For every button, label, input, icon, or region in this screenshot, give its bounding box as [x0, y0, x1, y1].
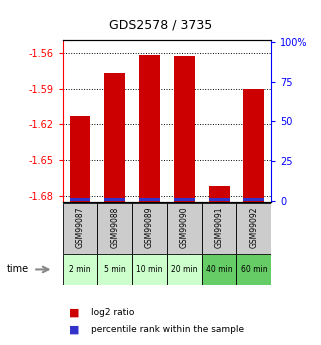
- Bar: [70, 198, 91, 200]
- Bar: [243, 89, 264, 202]
- Text: GSM99088: GSM99088: [110, 207, 119, 248]
- Text: 5 min: 5 min: [104, 265, 126, 274]
- Bar: [174, 56, 195, 202]
- Text: 2 min: 2 min: [69, 265, 91, 274]
- Bar: [209, 186, 230, 202]
- Bar: [243, 198, 264, 200]
- Bar: [139, 55, 160, 202]
- Text: GSM99091: GSM99091: [214, 207, 224, 248]
- Bar: [132, 203, 167, 254]
- Text: 10 min: 10 min: [136, 265, 163, 274]
- Bar: [63, 203, 97, 254]
- Bar: [202, 203, 237, 254]
- Text: percentile rank within the sample: percentile rank within the sample: [91, 325, 245, 334]
- Text: GSM99090: GSM99090: [180, 207, 189, 248]
- Text: log2 ratio: log2 ratio: [91, 308, 135, 317]
- Bar: [104, 198, 125, 200]
- Text: ■: ■: [69, 325, 80, 334]
- Bar: [237, 254, 271, 285]
- Text: GSM99092: GSM99092: [249, 207, 258, 248]
- Bar: [167, 254, 202, 285]
- Text: GDS2578 / 3735: GDS2578 / 3735: [109, 19, 212, 32]
- Bar: [237, 203, 271, 254]
- Text: 40 min: 40 min: [206, 265, 232, 274]
- Text: ■: ■: [69, 307, 80, 317]
- Text: 60 min: 60 min: [240, 265, 267, 274]
- Text: time: time: [6, 265, 29, 274]
- Bar: [174, 198, 195, 200]
- Bar: [97, 203, 132, 254]
- Bar: [63, 254, 97, 285]
- Bar: [209, 198, 230, 200]
- Bar: [202, 254, 237, 285]
- Text: 20 min: 20 min: [171, 265, 197, 274]
- Bar: [70, 116, 91, 202]
- Bar: [139, 198, 160, 200]
- Bar: [167, 203, 202, 254]
- Text: GSM99087: GSM99087: [75, 207, 84, 248]
- Bar: [97, 254, 132, 285]
- Bar: [104, 73, 125, 202]
- Bar: [132, 254, 167, 285]
- Text: GSM99089: GSM99089: [145, 207, 154, 248]
